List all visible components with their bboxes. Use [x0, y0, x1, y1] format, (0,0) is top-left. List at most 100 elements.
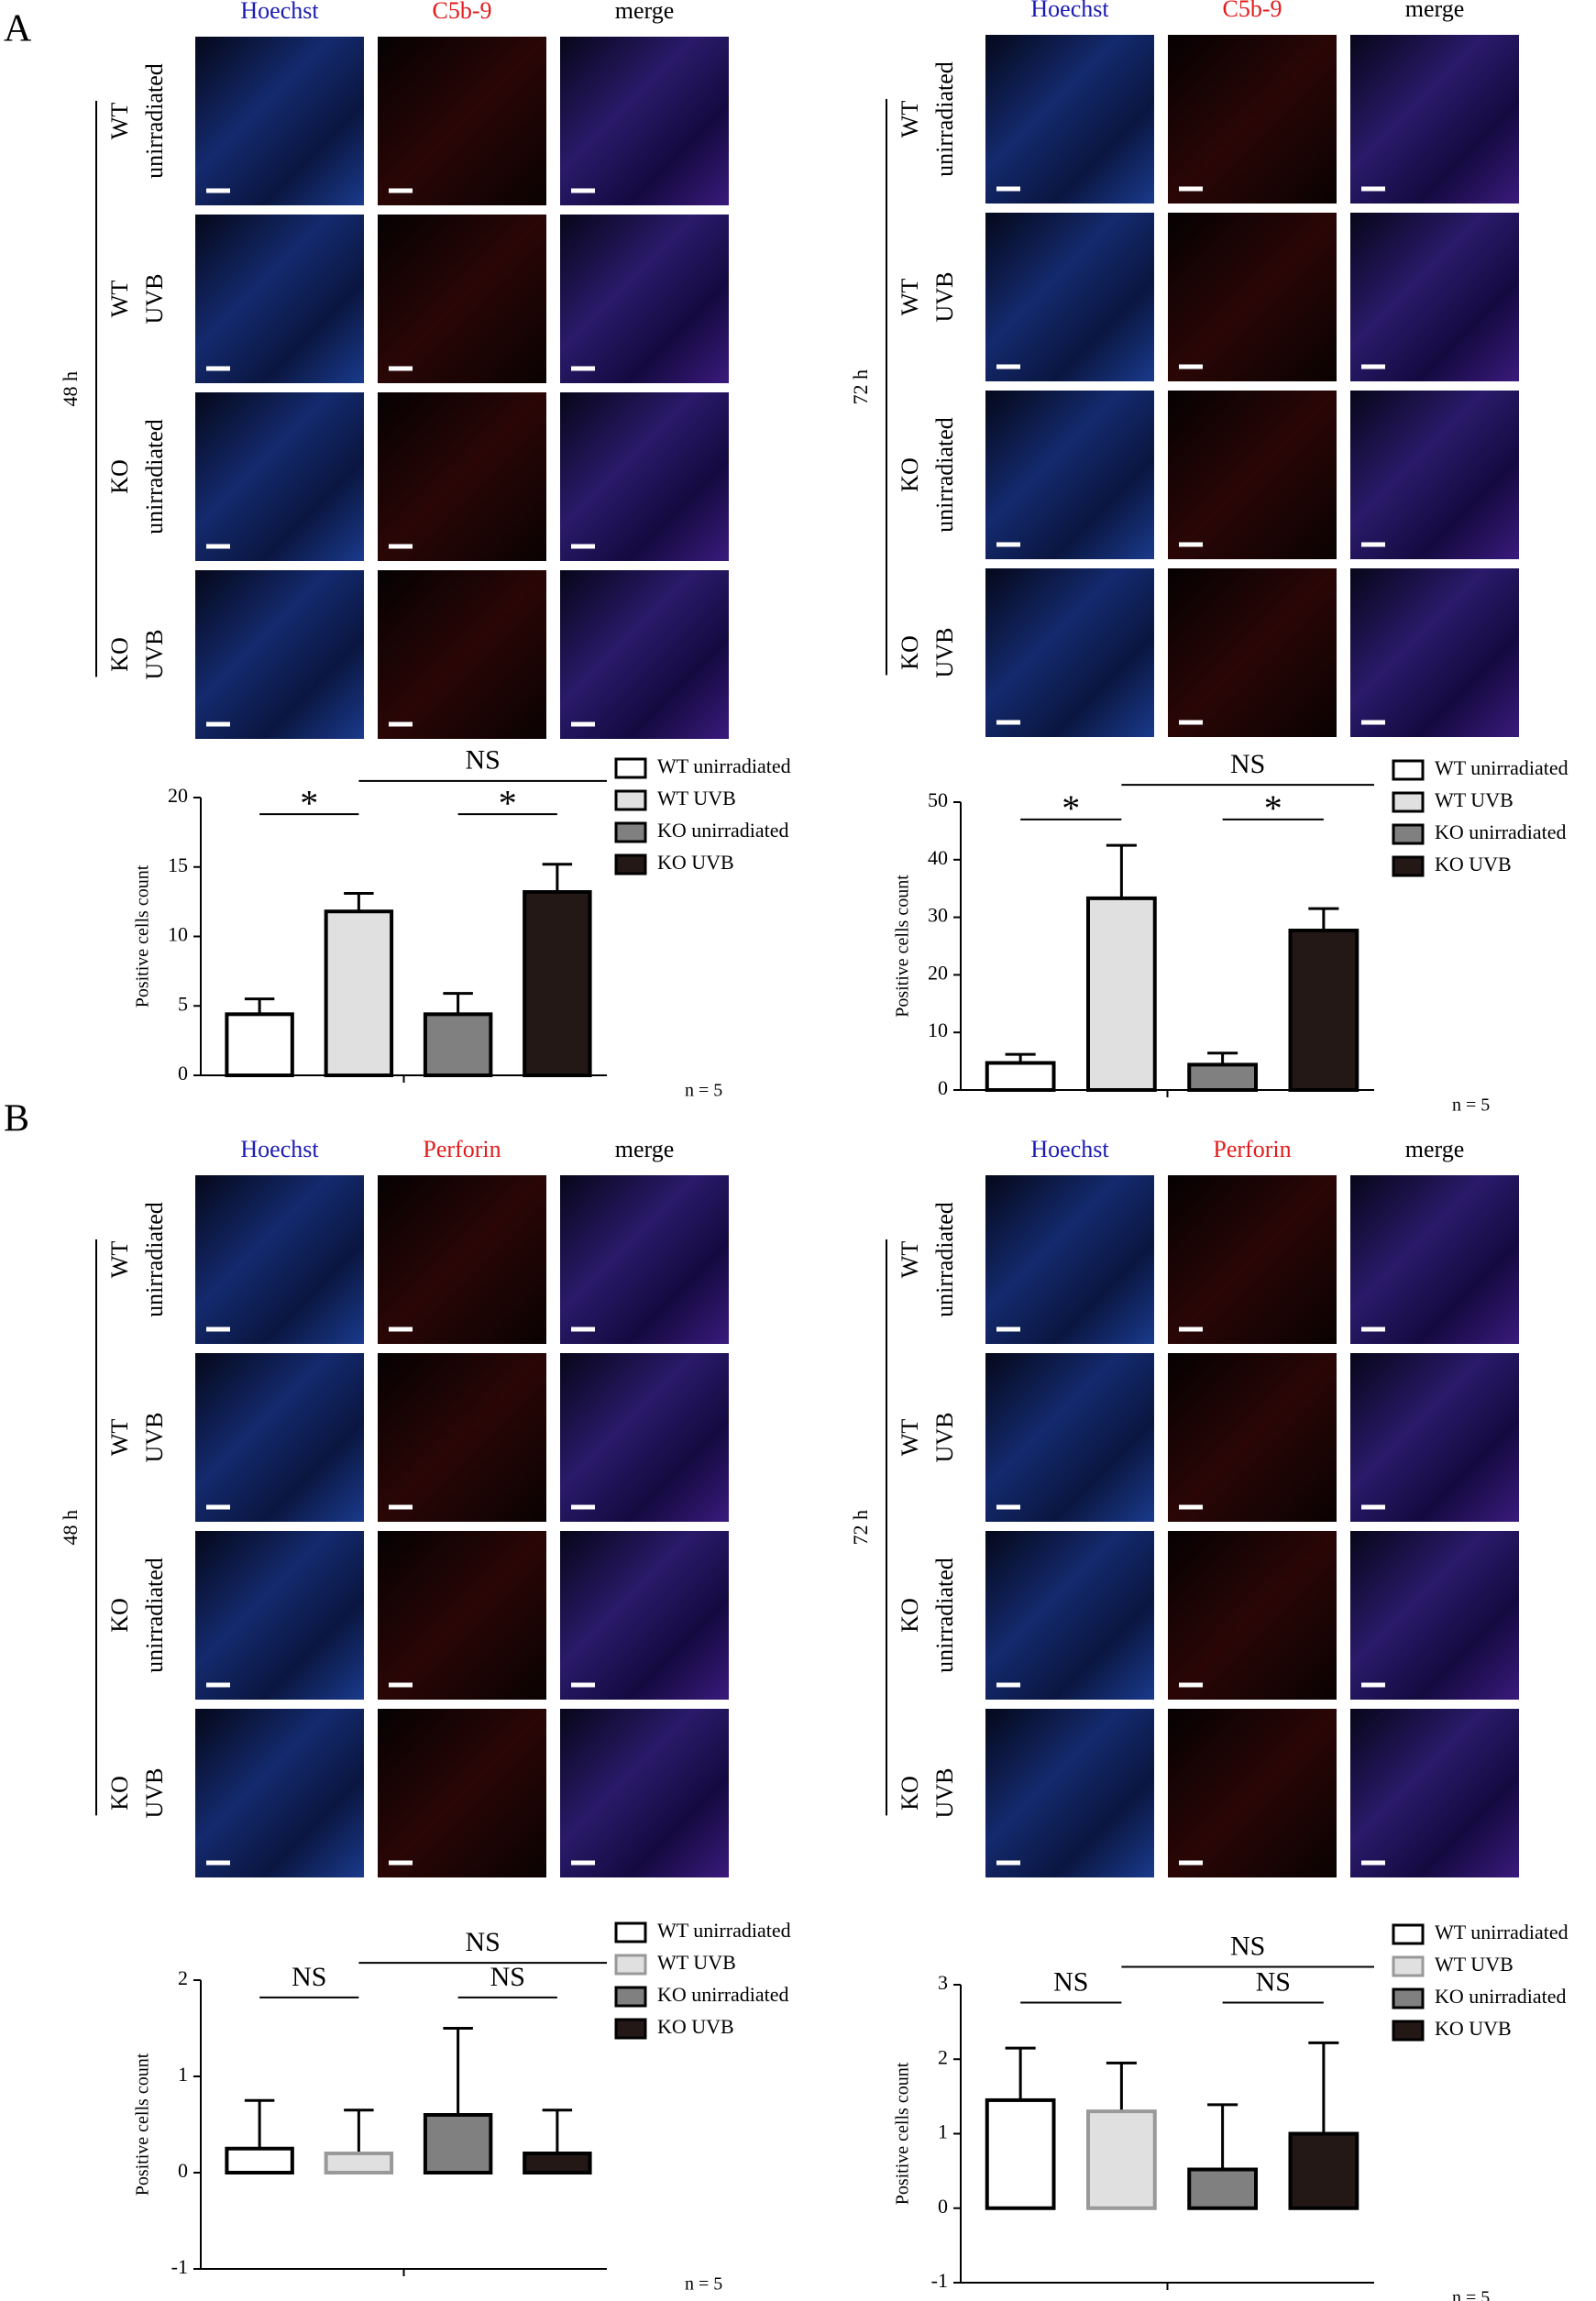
time-label: 48 h: [59, 371, 82, 407]
micrograph: [1168, 391, 1337, 559]
legend-swatch: [1392, 2020, 1425, 2042]
micrograph: [1350, 1353, 1519, 1522]
legend-swatch: [1392, 1987, 1425, 2009]
y-tick-label: -1: [171, 2255, 188, 2278]
bar: [423, 2113, 493, 2174]
micrograph: [378, 570, 546, 739]
significance-label: NS: [292, 1962, 326, 1992]
significance-label: *: [499, 782, 517, 823]
row-label: WT: [897, 1419, 923, 1457]
significance-label: *: [1062, 787, 1080, 829]
significance-label: *: [300, 782, 318, 823]
row-label: UVB: [141, 1413, 168, 1463]
legend-label: WT UVB: [657, 1951, 736, 1974]
sample-size: n = 5: [685, 1081, 722, 1101]
micrograph: [560, 1353, 729, 1522]
legend-label: KO UVB: [657, 851, 734, 874]
y-tick-label: 3: [938, 1971, 948, 1994]
row-label: KO: [106, 459, 133, 494]
micrograph: [560, 1175, 729, 1344]
column-header: Hoechst: [240, 0, 319, 24]
sample-size: n = 5: [685, 2274, 722, 2295]
column-header: Perforin: [423, 1136, 501, 1162]
micrograph: [560, 1709, 729, 1877]
micrograph: [1350, 1531, 1519, 1700]
micrograph: [560, 570, 729, 739]
row-label: KO: [897, 1776, 923, 1811]
micrograph: [1168, 213, 1337, 381]
micrograph: [560, 37, 729, 205]
bar: [1187, 1062, 1259, 1093]
y-tick-label: 40: [928, 846, 948, 869]
micrograph: [195, 37, 364, 205]
y-tick-label: 15: [168, 853, 188, 876]
row-label: UVB: [141, 1768, 168, 1819]
y-tick-label: 0: [938, 1076, 948, 1099]
row-label: KO: [106, 1598, 133, 1633]
row-label: UVB: [141, 274, 168, 325]
row-label: KO: [106, 637, 133, 672]
row-label: WT: [897, 279, 923, 316]
micrograph: [985, 1531, 1154, 1700]
legend-label: WT unirradiated: [1435, 1921, 1568, 1943]
micrograph: [1168, 1709, 1337, 1877]
column-header: C5b-9: [433, 0, 492, 24]
row-label: unirradiated: [141, 63, 168, 179]
row-label: WT: [897, 1241, 923, 1279]
micrograph: [195, 1175, 364, 1344]
micrograph: [1168, 1353, 1337, 1522]
column-header: merge: [1405, 1136, 1465, 1162]
y-tick-label: 1: [938, 2120, 948, 2143]
legend-label: KO unirradiated: [1435, 1985, 1567, 2008]
row-label: unirradiated: [931, 61, 958, 177]
legend-label: WT UVB: [657, 787, 736, 809]
y-tick-label: 50: [928, 788, 948, 811]
time-label: 72 h: [849, 369, 872, 405]
micrograph: [985, 1709, 1154, 1877]
legend-label: WT unirradiated: [657, 1919, 791, 1942]
legend-label: WT UVB: [1435, 788, 1513, 811]
time-label: 48 h: [59, 1510, 82, 1546]
column-header: Perforin: [1213, 1136, 1291, 1162]
bar: [1187, 2167, 1259, 2210]
bar: [423, 1012, 493, 1077]
legend-label: KO UVB: [657, 2015, 734, 2038]
bar: [985, 2097, 1056, 2210]
y-tick-label: 20: [928, 961, 948, 984]
legend-swatch: [614, 1921, 647, 1943]
row-label: WT: [106, 1241, 133, 1279]
micrograph: [1350, 213, 1519, 381]
y-tick-label: 2: [938, 2045, 948, 2068]
micrograph: [1168, 568, 1337, 737]
bar: [225, 1012, 294, 1077]
sample-size: n = 5: [1452, 2288, 1490, 2301]
row-label: WT: [897, 101, 923, 138]
legend-swatch: [1392, 759, 1425, 781]
micrograph: [378, 1531, 546, 1700]
row-label: unirradiated: [931, 1202, 958, 1317]
row-label: WT: [106, 281, 133, 318]
significance-label: NS: [1230, 749, 1265, 779]
legend-label: KO UVB: [1435, 853, 1512, 875]
bar: [1085, 896, 1157, 1092]
micrograph: [1168, 1175, 1337, 1344]
micrograph: [195, 1709, 364, 1877]
micrograph: [378, 1175, 546, 1344]
row-label: unirradiated: [931, 1558, 958, 1673]
row-label: WT: [106, 103, 133, 140]
micrograph: [378, 1353, 546, 1522]
micrograph: [195, 1353, 364, 1522]
row-label: unirradiated: [141, 1202, 168, 1317]
micrograph: [1168, 1531, 1337, 1700]
y-tick-label: 5: [178, 992, 188, 1015]
row-label: UVB: [931, 1413, 958, 1463]
row-label: unirradiated: [141, 1558, 168, 1673]
legend-swatch: [1392, 791, 1425, 813]
micrograph: [1350, 1709, 1519, 1877]
legend-label: WT UVB: [1435, 1953, 1513, 1976]
panel-letter: A: [4, 8, 32, 50]
significance-label: NS: [466, 1927, 501, 1957]
row-label: UVB: [141, 630, 168, 680]
micrograph: [195, 392, 364, 561]
legend-swatch: [614, 1986, 647, 2008]
